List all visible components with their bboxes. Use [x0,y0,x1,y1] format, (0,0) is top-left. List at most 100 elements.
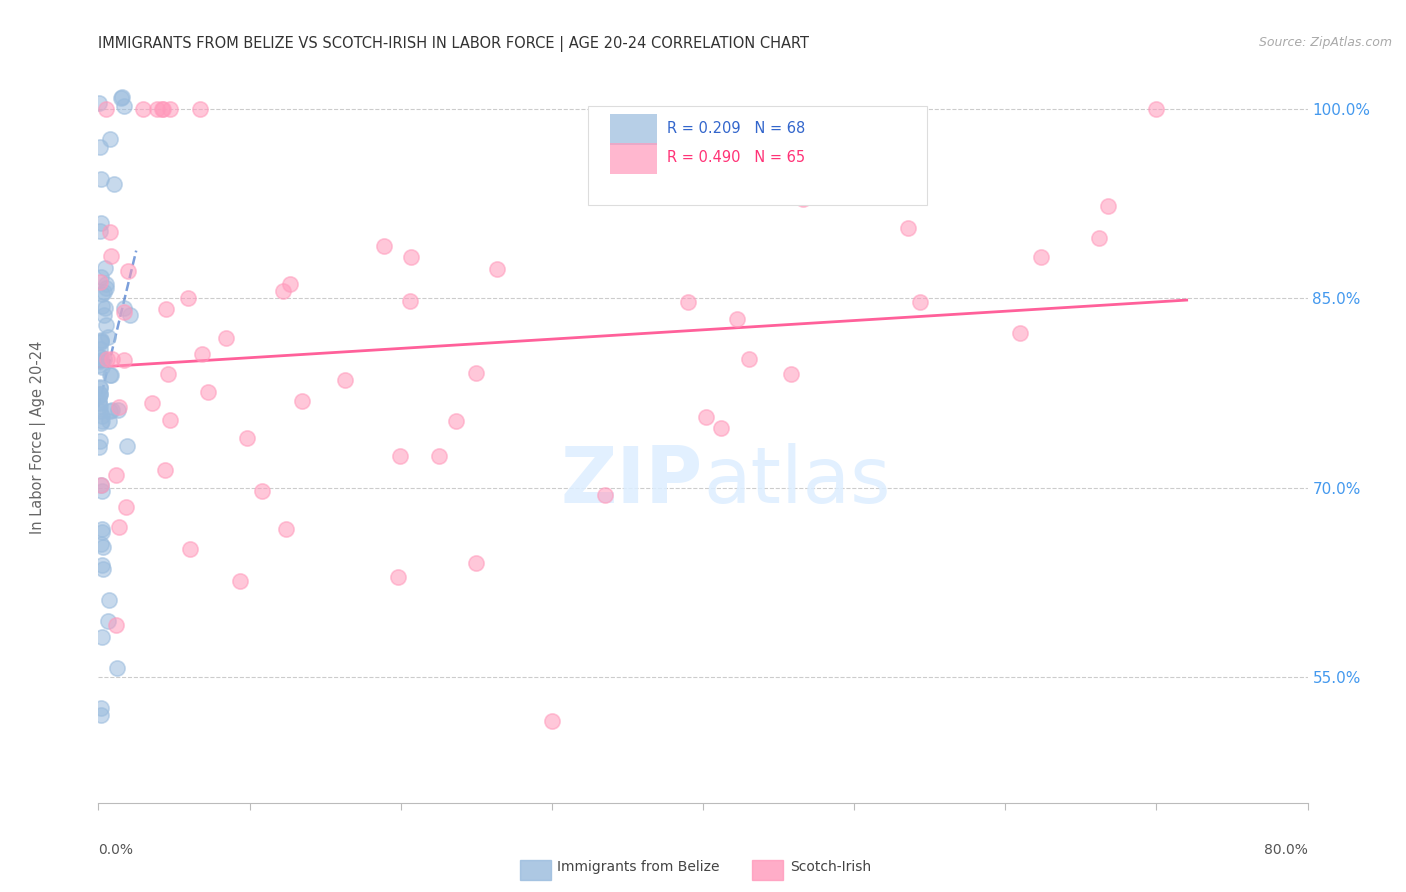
Point [112,301,135,316]
Point [90,478,112,492]
Point [401,250,423,264]
Text: R = 0.490   N = 65: R = 0.490 N = 65 [666,150,804,165]
Point [107,520,129,534]
Point [96,277,118,292]
Point [90,522,112,536]
FancyBboxPatch shape [610,143,657,174]
Point [676,294,699,309]
Point [110,90,132,104]
Point [101,402,124,417]
Point [107,403,129,417]
Point [695,409,717,424]
Point [100,368,122,383]
Point [93,301,115,315]
Point [108,400,131,414]
Point [229,574,252,588]
Point [91,524,114,539]
Point [1088,230,1111,244]
Point [87,440,110,454]
Point [1010,326,1032,340]
Point [250,484,273,499]
Point [91,562,114,576]
Point [152,102,174,116]
Point [117,439,139,453]
Point [90,416,112,430]
Point [90,707,112,722]
Point [117,263,139,277]
Point [96,351,118,366]
Point [93,285,115,299]
Point [910,295,932,310]
Point [738,352,761,367]
Point [89,434,111,449]
Point [90,216,112,230]
Point [100,249,122,263]
Point [98,368,121,382]
Point [112,99,135,113]
Point [115,500,138,514]
Point [897,221,920,235]
Point [112,353,135,368]
Point [98,404,121,418]
Point [271,284,294,298]
Point [89,393,111,408]
Text: IMMIGRANTS FROM BELIZE VS SCOTCH-IRISH IN LABOR FORCE | AGE 20-24 CORRELATION CH: IMMIGRANTS FROM BELIZE VS SCOTCH-IRISH I… [98,36,810,52]
Point [91,287,114,301]
Point [427,450,450,464]
Point [90,298,112,312]
Point [112,305,135,319]
Point [93,351,115,366]
Text: atlas: atlas [703,443,890,519]
Point [90,269,112,284]
Point [333,373,356,387]
Point [98,592,121,607]
Point [89,389,111,403]
Point [446,414,468,428]
Point [388,449,411,463]
Point [90,171,112,186]
Point [373,239,395,253]
Point [89,386,111,401]
Point [1146,102,1168,116]
Point [156,367,179,381]
Point [89,224,111,238]
Point [89,395,111,409]
Point [146,102,169,116]
Point [97,615,120,629]
Point [94,318,117,332]
Point [90,334,112,349]
Point [89,95,111,110]
Point [90,701,112,715]
Point [111,89,134,103]
Point [90,350,112,364]
Point [91,360,114,375]
Point [215,331,238,345]
Point [89,140,111,154]
Point [1029,250,1052,264]
Point [89,404,111,418]
Point [291,394,314,409]
Point [98,132,121,146]
Point [105,660,128,674]
Point [90,409,112,424]
Point [105,467,128,482]
Point [780,368,803,382]
Point [89,275,111,289]
Point [89,380,111,394]
Point [94,102,117,116]
Point [93,308,115,322]
Text: Scotch-Irish: Scotch-Irish [790,860,872,874]
Text: ZIP: ZIP [561,443,703,519]
Point [141,396,163,410]
Point [1097,199,1119,213]
Point [276,522,298,536]
Point [464,366,486,380]
Point [398,293,420,308]
Text: In Labor Force | Age 20-24: In Labor Force | Age 20-24 [30,341,46,533]
Point [179,541,201,556]
Point [188,102,211,116]
Point [155,301,177,316]
Text: R = 0.209   N = 68: R = 0.209 N = 68 [666,121,806,136]
FancyBboxPatch shape [610,114,657,145]
Point [197,384,219,399]
